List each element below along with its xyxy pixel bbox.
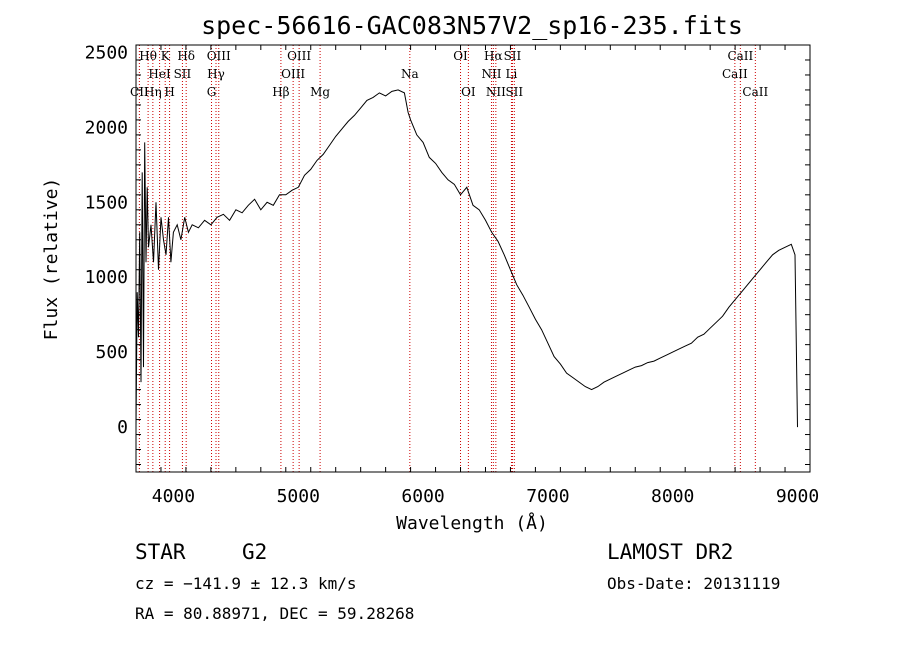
y-axis-label: Flux (relative) xyxy=(41,178,62,341)
object-subclass: G2 xyxy=(242,540,268,564)
y-axis-ticks: 0 500 1000 1500 2000 2500 xyxy=(85,42,810,466)
line-label-12: OIII xyxy=(287,49,311,63)
x-tick-label: 8000 xyxy=(651,486,694,507)
x-tick-label: 4000 xyxy=(152,486,195,507)
line-label-11: Hβ xyxy=(272,85,289,99)
line-label-0: CII xyxy=(130,85,149,99)
object-class: STAR xyxy=(135,540,186,564)
y-tick-label: 1500 xyxy=(85,192,128,213)
y-tick-label: 500 xyxy=(95,342,128,363)
y-tick-label: 1000 xyxy=(85,267,128,288)
chart-title: spec-56616-GAC083N57V2_sp16-235.fits xyxy=(201,11,743,40)
line-label-23: SII xyxy=(505,85,523,99)
line-label-14: Mg xyxy=(310,85,330,99)
x-tick-label: 9000 xyxy=(776,486,819,507)
emission-line-markers xyxy=(138,45,756,472)
y-tick-label: 0 xyxy=(117,417,128,438)
line-label-18: Hα xyxy=(484,49,503,63)
line-label-5: HeI xyxy=(148,67,171,81)
observation-date: Obs-Date: 20131119 xyxy=(607,574,781,593)
x-axis-label: Wavelength (Å) xyxy=(396,512,548,534)
line-label-7: Hδ xyxy=(177,49,195,63)
line-label-6: SII xyxy=(174,67,192,81)
line-label-4: H xyxy=(164,85,174,99)
y-tick-label: 2500 xyxy=(85,42,128,63)
line-label-3: K xyxy=(161,49,171,63)
spectrum-line xyxy=(135,89,798,428)
line-label-13: OIII xyxy=(281,67,305,81)
line-label-19: NII xyxy=(481,67,501,81)
line-label-1: Hθ xyxy=(139,49,157,63)
x-tick-label: 7000 xyxy=(526,486,569,507)
x-tick-label: 6000 xyxy=(401,486,444,507)
line-label-26: CaII xyxy=(742,85,768,99)
line-label-20: NII xyxy=(486,85,506,99)
line-label-24: CaII xyxy=(727,49,753,63)
sky-coordinates: RA = 80.88971, DEC = 59.28268 xyxy=(135,604,415,623)
y-tick-label: 2000 xyxy=(85,117,128,138)
x-axis-ticks: 4000 5000 6000 7000 8000 9000 xyxy=(135,45,819,507)
line-label-2: Hη xyxy=(144,85,162,99)
line-label-17: OI xyxy=(461,85,476,99)
plot-frame xyxy=(135,44,811,473)
x-tick-label: 5000 xyxy=(277,486,320,507)
line-label-15: Na xyxy=(401,67,419,81)
survey-name: LAMOST DR2 xyxy=(607,540,734,564)
line-label-8: OIII xyxy=(207,49,231,63)
line-label-16: OI xyxy=(453,49,468,63)
line-label-21: SII xyxy=(504,49,522,63)
line-label-22: Li xyxy=(506,67,518,81)
line-label-9: Hγ xyxy=(207,67,225,81)
line-label-10: G xyxy=(207,85,217,99)
line-label-25: CaII xyxy=(722,67,748,81)
redshift-velocity: cz = −141.9 ± 12.3 km/s xyxy=(135,574,357,593)
